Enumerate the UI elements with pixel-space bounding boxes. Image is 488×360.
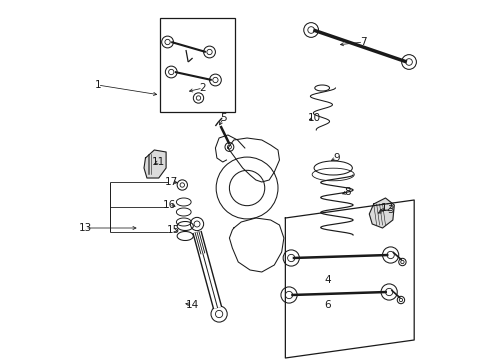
Text: 13: 13	[79, 223, 92, 233]
Bar	[160, 18, 235, 112]
Text: 10: 10	[307, 113, 320, 123]
Text: 4: 4	[324, 275, 331, 285]
Text: 7: 7	[359, 37, 366, 47]
Text: 1: 1	[94, 80, 101, 90]
Text: 11: 11	[152, 157, 165, 167]
Text: 17: 17	[164, 177, 178, 187]
Text: 3: 3	[386, 205, 393, 215]
Text: 2: 2	[199, 83, 206, 93]
Text: 5: 5	[220, 113, 226, 123]
Text: 14: 14	[185, 300, 199, 310]
Text: 8: 8	[344, 187, 350, 197]
Text: 12: 12	[380, 203, 393, 213]
Text: 9: 9	[333, 153, 340, 163]
Text: 15: 15	[166, 225, 180, 235]
Polygon shape	[143, 150, 166, 178]
Text: 6: 6	[324, 300, 331, 310]
Polygon shape	[368, 198, 393, 228]
Text: 16: 16	[162, 200, 175, 210]
